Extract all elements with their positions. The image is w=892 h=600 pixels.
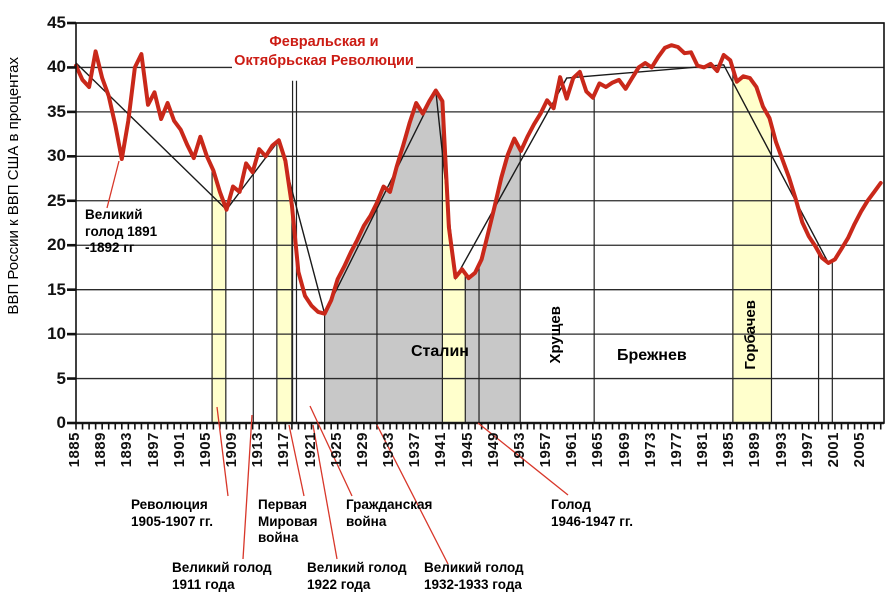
civil-war-leader [309, 405, 353, 497]
plot-frame [75, 22, 885, 424]
x-tick-label-1901: 1901 [170, 432, 188, 468]
era-label-gorbachev: Горбачев [742, 300, 759, 370]
y-axis-title: ВВП России к ВВП США в процентах [5, 57, 22, 315]
x-tick-label-1889: 1889 [92, 432, 110, 468]
x-tick-label-1897: 1897 [144, 432, 162, 468]
x-tick-label-1893: 1893 [118, 432, 136, 468]
gorbachev-era-band [732, 68, 772, 424]
x-tick-label-1997: 1997 [798, 432, 816, 468]
revolution-1905-leader [216, 406, 229, 497]
y-tick-label-45: 45 [47, 13, 66, 32]
revolutions-annotation: Февральская и Октябрьская Революции [212, 33, 436, 71]
x-tick-label-1973: 1973 [641, 432, 659, 468]
annotation-civil-war: Гражданская война [346, 497, 433, 529]
x-tick-label-1953: 1953 [510, 432, 528, 468]
famine-1946-leader [477, 422, 569, 496]
x-tick-label-2005: 2005 [851, 432, 869, 468]
y-tick-label-10: 10 [47, 324, 66, 344]
x-tick-label-1993: 1993 [772, 432, 790, 468]
x-tick-label-1885: 1885 [66, 432, 83, 468]
x-tick-label-1917: 1917 [275, 432, 293, 468]
x-tick-label-1945: 1945 [458, 432, 476, 468]
x-tick-label-1929: 1929 [353, 432, 371, 468]
annotation-famine-1911: Великий голод 1911 года [172, 560, 272, 592]
x-tick-label-1925: 1925 [327, 432, 345, 468]
x-tick-label-2001: 2001 [824, 432, 842, 468]
wwii-band [442, 101, 466, 423]
x-tick-label-1905: 1905 [196, 432, 214, 468]
annotation-wwi: Первая Мировая война [258, 497, 318, 545]
x-tick-label-1965: 1965 [589, 432, 607, 468]
x-tick-label-1913: 1913 [249, 432, 267, 468]
x-tick-label-1989: 1989 [746, 432, 764, 468]
x-tick-label-1977: 1977 [667, 432, 685, 468]
x-tick-label-1941: 1941 [432, 432, 450, 468]
y-tick-label-5: 5 [56, 368, 66, 388]
revolutions-annotation-line2: Октябрьская Революции [232, 53, 416, 69]
annotation-famine-1922: Великий голод 1922 года [307, 560, 407, 592]
x-tick-label-1921: 1921 [301, 432, 319, 468]
x-tick-label-1981: 1981 [694, 432, 712, 468]
era-label-stalin: Сталин [411, 343, 469, 360]
x-tick-label-1949: 1949 [484, 432, 502, 468]
famine-1922-leader [312, 424, 338, 560]
x-tick-label-1985: 1985 [720, 432, 738, 468]
famine-1932-leader [376, 424, 449, 565]
annotation-famine-1932: Великий голод 1932-1933 года [424, 560, 524, 592]
era-label-khrushchev: Хрущев [547, 306, 564, 364]
y-tick-label-20: 20 [47, 235, 66, 255]
x-tick-label-1933: 1933 [380, 432, 398, 468]
annotation-revolution-1905: Революция 1905-1907 гг. [131, 497, 213, 529]
y-tick-label-40: 40 [47, 57, 66, 77]
wwi-band [276, 140, 292, 423]
y-tick-label-30: 30 [47, 146, 66, 166]
x-tick-label-1961: 1961 [563, 432, 581, 468]
y-tick-label-15: 15 [47, 279, 66, 299]
stalin-era-band [324, 90, 521, 423]
gdp-ratio-curve [74, 43, 883, 316]
revolution-1905-band [212, 167, 226, 423]
famine-1911-leader [242, 414, 253, 560]
annotation-famine-1891: Великий голод 1891 -1892 гг [85, 207, 158, 255]
y-tick-label-35: 35 [47, 101, 66, 121]
y-tick-label-25: 25 [47, 190, 66, 210]
x-tick-label-1937: 1937 [406, 432, 424, 468]
x-tick-label-1957: 1957 [537, 432, 555, 468]
y-tick-label-0: 0 [56, 413, 66, 432]
revolutions-annotation-line1: Февральская и [267, 34, 381, 50]
wwi-leader [288, 424, 305, 497]
x-tick-label-1969: 1969 [615, 432, 633, 468]
annotation-famine-1946: Голод 1946-1947 гг. [551, 497, 633, 529]
x-tick-label-1909: 1909 [223, 432, 241, 468]
famine-1891-leader [106, 160, 120, 209]
era-label-brezhnev: Брежнев [617, 347, 687, 364]
